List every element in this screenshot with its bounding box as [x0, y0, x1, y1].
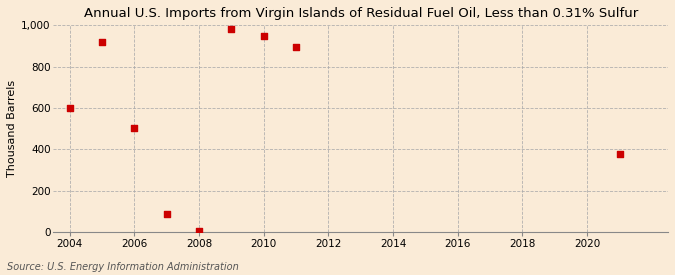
Point — [291, 45, 302, 50]
Y-axis label: Thousand Barrels: Thousand Barrels — [7, 80, 17, 177]
Point — [259, 34, 269, 39]
Title: Annual U.S. Imports from Virgin Islands of Residual Fuel Oil, Less than 0.31% Su: Annual U.S. Imports from Virgin Islands … — [84, 7, 638, 20]
Point — [129, 125, 140, 130]
Point — [614, 152, 625, 156]
Text: Source: U.S. Energy Information Administration: Source: U.S. Energy Information Administ… — [7, 262, 238, 272]
Point — [64, 106, 75, 110]
Point — [226, 27, 237, 32]
Point — [97, 39, 107, 44]
Point — [161, 211, 172, 216]
Point — [194, 229, 205, 234]
